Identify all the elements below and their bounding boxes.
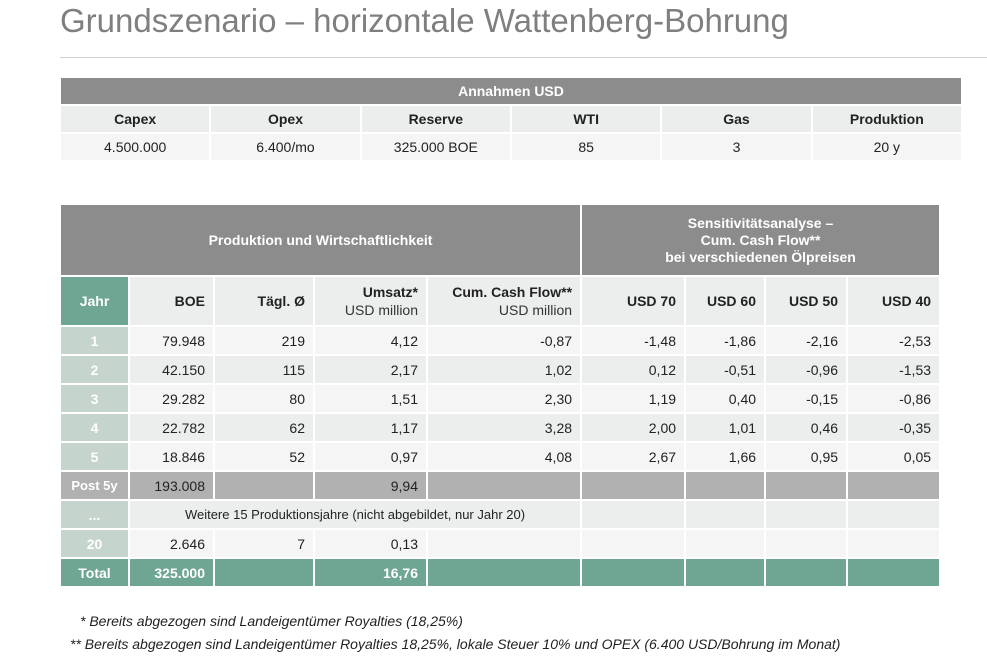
table-cell: 0,40: [684, 383, 767, 414]
y20-boe: 2.646: [128, 528, 215, 559]
table-cell: -0,35: [846, 412, 942, 443]
header-usd40: USD 40: [846, 275, 942, 327]
total-boe: 325.000: [128, 557, 215, 588]
table-cell: 2,00: [580, 412, 687, 443]
header-boe: BOE: [128, 275, 215, 327]
table-cell: -0,15: [764, 383, 849, 414]
table-cell: -2,16: [764, 325, 849, 356]
total-umsatz: 16,76: [313, 557, 428, 588]
table-cell: 1,19: [580, 383, 687, 414]
assumptions-table: Annahmen USD Capex Opex Reserve WTI Gas …: [58, 76, 964, 162]
table-cell: 1,17: [313, 412, 428, 443]
value-capex: 4.500.000: [58, 132, 212, 162]
table-cell: 219: [213, 325, 315, 356]
table-cell: 0,97: [313, 441, 428, 472]
table-cell: -1,48: [580, 325, 687, 356]
table-cell: -1,53: [846, 354, 942, 385]
table-cell: 42.150: [128, 354, 215, 385]
table-cell: -0,96: [764, 354, 849, 385]
table-cell: 3: [59, 383, 130, 414]
col-wti: WTI: [509, 104, 663, 134]
sensitivity-line-1: Sensitivitätsanalyse –: [687, 214, 834, 231]
value-reserve: 325.000 BOE: [359, 132, 512, 162]
sensitivity-line-3: bei verschiedenen Ölpreisen: [665, 248, 856, 265]
sensitivity-line-2: Cum. Cash Flow**: [700, 231, 821, 248]
header-usd50: USD 50: [764, 275, 849, 327]
table-cell: 79.948: [128, 325, 215, 356]
table-cell: 0,95: [764, 441, 849, 472]
umsatz-unit: USD million: [344, 302, 418, 318]
value-gas: 3: [660, 132, 813, 162]
table-cell: 1,66: [684, 441, 767, 472]
value-wti: 85: [509, 132, 663, 162]
table-cell: -0,87: [425, 325, 583, 356]
assumptions-header: Annahmen USD: [59, 76, 963, 106]
table-cell: 2,67: [580, 441, 687, 472]
table-cell: 1,02: [425, 354, 583, 385]
header-taegl: Tägl. Ø: [213, 275, 315, 327]
group-header-sensitivity: Sensitivitätsanalyse – Cum. Cash Flow** …: [580, 203, 942, 277]
table-row: 3 29.282 80 1,51 2,30 1,19 0,40 -0,15 -0,86: [59, 383, 942, 414]
y20-umsatz: 0,13: [313, 528, 428, 559]
table-cell: -0,51: [684, 354, 767, 385]
table-cell: 1,51: [313, 383, 428, 414]
table-cell: -1,86: [684, 325, 767, 356]
title-divider: [60, 57, 987, 58]
header-ccf: Cum. Cash Flow** USD million: [425, 275, 583, 327]
col-capex: Capex: [58, 104, 212, 134]
col-reserve: Reserve: [359, 104, 512, 134]
table-cell: 0,46: [764, 412, 849, 443]
page-title: Grundszenario – horizontale Wattenberg-B…: [60, 2, 789, 39]
table-cell: 4: [59, 412, 130, 443]
ccf-label: Cum. Cash Flow**: [452, 284, 573, 300]
table-row: 4 22.782 62 1,17 3,28 2,00 1,01 0,46 -0,35: [59, 412, 942, 443]
ellipsis-note: Weitere 15 Produktionsjahre (nicht abgeb…: [127, 499, 583, 530]
table-cell: 3,28: [425, 412, 583, 443]
total-label: Total: [59, 557, 130, 588]
col-opex: Opex: [209, 104, 362, 134]
table-cell: 18.846: [128, 441, 215, 472]
table-cell: 1: [59, 325, 130, 356]
ccf-unit: USD million: [498, 302, 573, 318]
table-cell: 29.282: [128, 383, 215, 414]
table-cell: 52: [213, 441, 315, 472]
header-umsatz: Umsatz* USD million: [313, 275, 428, 327]
table-cell: 2,17: [313, 354, 428, 385]
table-cell: 4,08: [425, 441, 583, 472]
ellipsis-label: ...: [59, 499, 130, 530]
table-cell: 62: [213, 412, 315, 443]
table-cell: 0,12: [580, 354, 687, 385]
header-jahr: Jahr: [59, 275, 130, 327]
table-cell: 0,05: [846, 441, 942, 472]
umsatz-label: Umsatz*: [362, 284, 418, 300]
header-usd60: USD 60: [684, 275, 767, 327]
table-cell: 1,01: [684, 412, 767, 443]
table-cell: 2: [59, 354, 130, 385]
value-opex: 6.400/mo: [209, 132, 362, 162]
table-cell: 2,30: [425, 383, 583, 414]
header-usd70: USD 70: [580, 275, 687, 327]
group-header-production: Produktion und Wirtschaftlichkeit: [58, 203, 583, 277]
y20-taegl: 7: [213, 528, 315, 559]
post-boe: 193.008: [128, 470, 215, 501]
post-umsatz: 9,94: [313, 470, 428, 501]
table-cell: -2,53: [846, 325, 942, 356]
footnote-1: * Bereits abgezogen sind Landeigentümer …: [80, 613, 463, 629]
table-cell: 80: [213, 383, 315, 414]
table-row: 5 18.846 52 0,97 4,08 2,67 1,66 0,95 0,05: [59, 441, 942, 472]
value-produktion: 20 y: [810, 132, 964, 162]
table-row: 2 42.150 115 2,17 1,02 0,12 -0,51 -0,96 -1,53: [59, 354, 942, 385]
footnote-2: ** Bereits abgezogen sind Landeigentümer…: [70, 636, 841, 652]
production-table: Produktion und Wirtschaftlichkeit Sensit…: [58, 203, 942, 588]
table-cell: 22.782: [128, 412, 215, 443]
table-cell: 115: [213, 354, 315, 385]
table-cell: -0,86: [846, 383, 942, 414]
col-gas: Gas: [660, 104, 813, 134]
y20-label: 20: [59, 528, 130, 559]
table-row: 1 79.948 219 4,12 -0,87 -1,48 -1,86 -2,16 -2,53: [59, 325, 942, 356]
post-label: Post 5y: [59, 470, 130, 501]
col-produktion: Produktion: [810, 104, 964, 134]
table-cell: 5: [59, 441, 130, 472]
table-cell: 4,12: [313, 325, 428, 356]
